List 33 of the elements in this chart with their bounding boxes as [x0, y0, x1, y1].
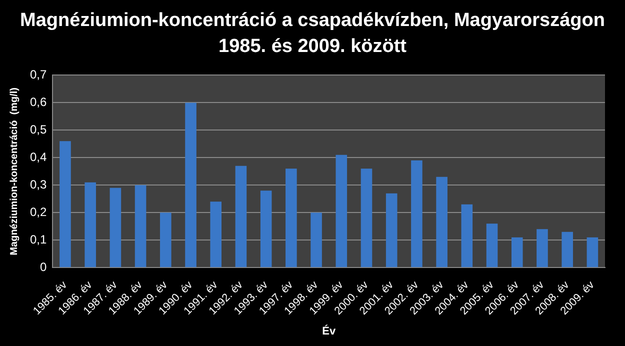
bar: [336, 154, 348, 268]
y-tick-label: 0,1: [30, 232, 47, 246]
bar: [511, 237, 523, 268]
y-tick-label: 0,4: [30, 150, 47, 164]
bar: [84, 182, 96, 268]
bar: [310, 212, 322, 268]
bar: [134, 185, 146, 268]
chart-title: Magnéziumion-koncentráció a csapadékvízben, Magyarországon 1985. és 2009. között: [19, 9, 606, 59]
y-tick-label: 0,7: [30, 68, 47, 82]
bar: [110, 188, 122, 268]
bar: [185, 102, 196, 268]
bar: [411, 160, 422, 268]
bar: [486, 224, 498, 268]
bar: [386, 193, 398, 268]
bar: [210, 202, 222, 268]
bar: [60, 141, 71, 268]
bar: [360, 168, 372, 268]
y-tick-label: 0,3: [30, 177, 47, 192]
y-tick-label: 0,6: [30, 95, 47, 109]
bar: [235, 166, 247, 268]
bar: [586, 237, 598, 268]
bar: [536, 229, 548, 268]
bar: [562, 232, 573, 268]
bar: [286, 168, 297, 268]
bar: [260, 190, 272, 268]
bar: [436, 176, 448, 268]
bar: [461, 204, 473, 268]
y-axis-title: Magnéziumion-koncentráció (mg/l): [8, 88, 20, 256]
y-tick-label: 0,2: [30, 204, 47, 219]
x-axis-title: Év: [322, 324, 336, 338]
bar: [160, 212, 172, 268]
y-tick-label: 0: [40, 260, 47, 274]
y-tick-label: 0,5: [30, 122, 47, 136]
